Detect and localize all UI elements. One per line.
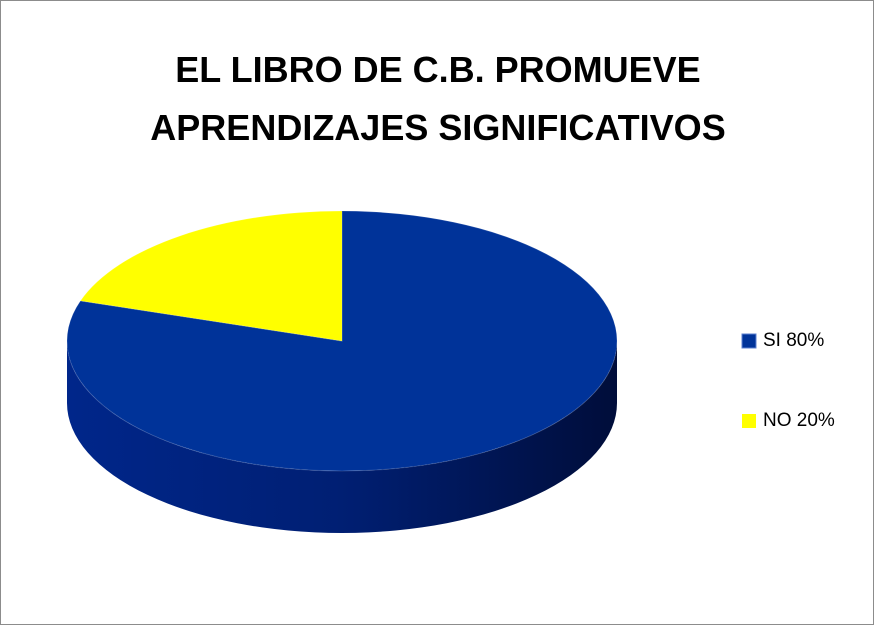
legend-label: SI 80% [763, 330, 824, 351]
chart-title: EL LIBRO DE C.B. PROMUEVE APRENDIZAJES S… [150, 49, 726, 148]
slice-side [67, 341, 617, 533]
legend-swatch [742, 414, 756, 428]
legend-label: NO 20% [763, 410, 835, 431]
slice [66, 210, 618, 472]
slice [79, 210, 343, 342]
legend-swatch [741, 333, 757, 349]
